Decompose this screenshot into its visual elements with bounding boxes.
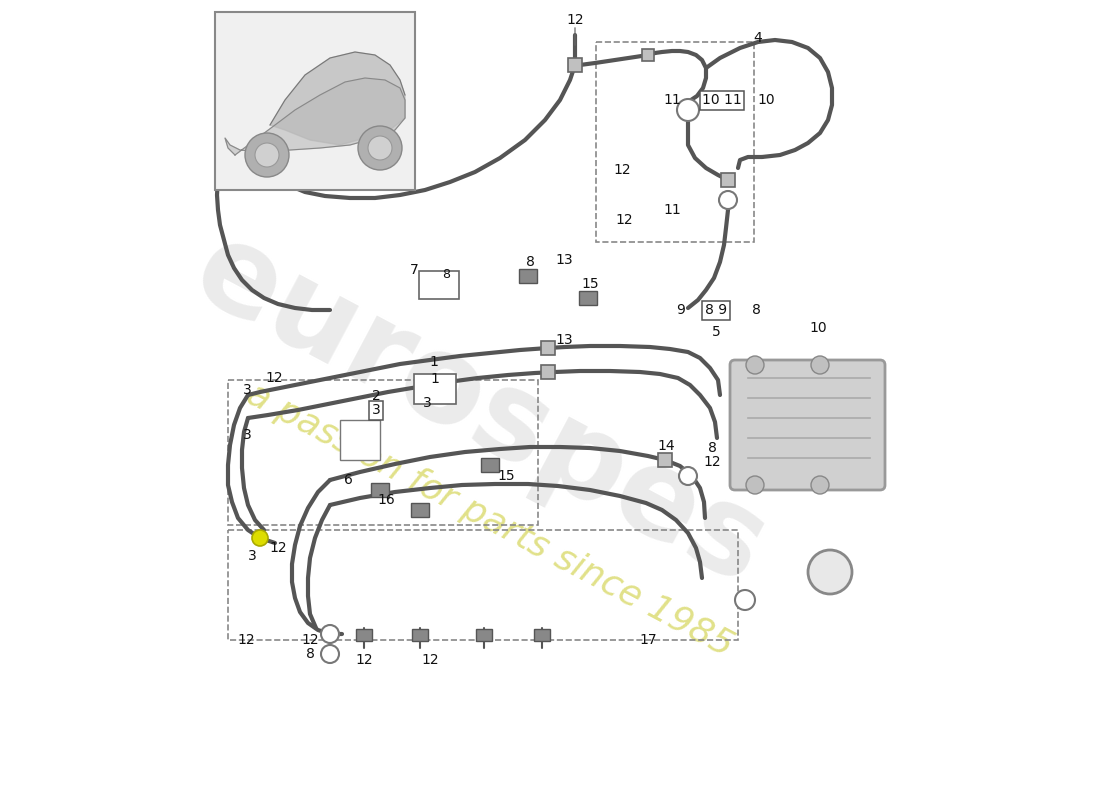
Text: 15: 15 xyxy=(581,277,598,291)
Text: 12: 12 xyxy=(238,633,255,647)
Text: 15: 15 xyxy=(497,469,515,483)
Text: 13: 13 xyxy=(556,253,573,267)
Text: 12: 12 xyxy=(270,541,287,555)
Text: 3: 3 xyxy=(372,403,381,417)
Circle shape xyxy=(679,467,697,485)
Text: 10 11: 10 11 xyxy=(702,93,741,107)
Text: eurospes: eurospes xyxy=(175,210,785,610)
Text: 3: 3 xyxy=(243,383,252,397)
Circle shape xyxy=(719,191,737,209)
Text: 13: 13 xyxy=(556,333,573,347)
Text: 5: 5 xyxy=(712,325,720,339)
FancyBboxPatch shape xyxy=(414,374,456,404)
Text: 3: 3 xyxy=(248,549,256,563)
Circle shape xyxy=(368,136,392,160)
Bar xyxy=(371,483,389,497)
Text: 12: 12 xyxy=(615,213,632,227)
Bar xyxy=(519,269,537,283)
Bar xyxy=(476,629,492,641)
Polygon shape xyxy=(270,52,405,145)
Text: 2: 2 xyxy=(372,389,381,403)
Bar xyxy=(534,629,550,641)
Circle shape xyxy=(358,126,402,170)
Bar xyxy=(541,365,556,379)
Circle shape xyxy=(676,99,698,121)
Bar xyxy=(356,629,372,641)
Text: 12: 12 xyxy=(301,633,319,647)
Circle shape xyxy=(746,356,764,374)
Text: 3: 3 xyxy=(243,428,252,442)
Text: 10: 10 xyxy=(810,321,827,335)
Bar xyxy=(340,420,379,460)
Text: 12: 12 xyxy=(355,653,373,667)
Bar xyxy=(720,173,735,187)
Text: 12: 12 xyxy=(265,371,283,385)
Text: 9: 9 xyxy=(676,303,685,317)
Bar xyxy=(568,58,582,72)
Text: 8 9: 8 9 xyxy=(705,303,727,317)
Text: 8: 8 xyxy=(306,647,315,661)
Circle shape xyxy=(321,645,339,663)
Circle shape xyxy=(746,476,764,494)
Polygon shape xyxy=(226,78,405,155)
Circle shape xyxy=(811,356,829,374)
Circle shape xyxy=(811,476,829,494)
Bar xyxy=(214,12,415,190)
Circle shape xyxy=(808,550,852,594)
Circle shape xyxy=(245,133,289,177)
Text: 8: 8 xyxy=(526,255,535,269)
Bar xyxy=(481,458,499,472)
Bar xyxy=(579,291,597,305)
Circle shape xyxy=(735,590,755,610)
Text: a passion for parts since 1985: a passion for parts since 1985 xyxy=(241,377,739,663)
Text: 8: 8 xyxy=(442,268,450,281)
Text: 12: 12 xyxy=(703,455,720,469)
Bar xyxy=(411,503,429,517)
Text: 1: 1 xyxy=(430,355,439,369)
Bar xyxy=(658,453,672,467)
Text: 6: 6 xyxy=(343,473,352,487)
Bar xyxy=(228,380,538,525)
Text: 8: 8 xyxy=(707,441,716,455)
Circle shape xyxy=(321,625,339,643)
Text: 17: 17 xyxy=(639,633,657,647)
Text: 1: 1 xyxy=(430,372,439,386)
Circle shape xyxy=(252,530,268,546)
Text: 11: 11 xyxy=(663,93,681,107)
Text: 3: 3 xyxy=(422,396,431,410)
Text: 16: 16 xyxy=(377,493,395,507)
Bar xyxy=(642,49,654,61)
Bar xyxy=(596,42,754,242)
Text: 12: 12 xyxy=(566,13,584,27)
Circle shape xyxy=(255,143,279,167)
Text: 4: 4 xyxy=(754,31,762,45)
FancyBboxPatch shape xyxy=(419,271,459,299)
Text: 8: 8 xyxy=(751,303,760,317)
Text: 12: 12 xyxy=(421,653,439,667)
Text: 11: 11 xyxy=(663,203,681,217)
Text: 12: 12 xyxy=(613,163,630,177)
FancyBboxPatch shape xyxy=(730,360,886,490)
Text: 7: 7 xyxy=(409,263,418,277)
Bar xyxy=(541,341,556,355)
Bar xyxy=(412,629,428,641)
Text: 10: 10 xyxy=(757,93,774,107)
Text: 14: 14 xyxy=(657,439,674,453)
Bar xyxy=(228,530,738,640)
